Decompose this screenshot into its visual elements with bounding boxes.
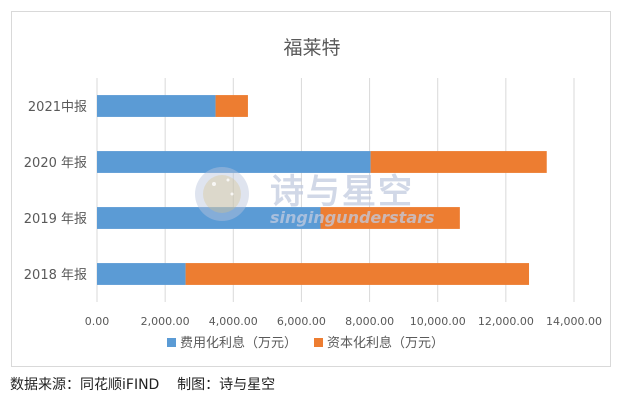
bar-capitalized-interest	[215, 95, 248, 117]
y-category-label: 2020 年报	[24, 156, 87, 171]
legend-label: 费用化利息（万元）	[180, 335, 297, 351]
bar-expensed-interest	[97, 207, 321, 229]
source-note: 数据来源：同花顺iFIND 制图：诗与星空	[10, 377, 276, 393]
x-tick-label: 6,000.00	[277, 315, 326, 328]
y-category-label: 2018 年报	[24, 268, 87, 283]
y-category-label: 2019 年报	[24, 212, 87, 227]
bar-expensed-interest	[97, 263, 186, 285]
x-tick-label: 4,000.00	[209, 315, 258, 328]
x-tick-label: 2,000.00	[141, 315, 190, 328]
chart-frame: 福莱特 0.00 2,000.00 4,000.00 6,000.00 8,000.00…	[11, 11, 611, 367]
legend-swatch	[314, 338, 323, 347]
legend-label: 资本化利息（万元）	[327, 335, 444, 351]
chart-title: 福莱特	[283, 37, 340, 59]
x-tick-label: 0.00	[85, 315, 110, 328]
bar-capitalized-interest	[320, 207, 460, 229]
x-tick-label: 12,000.00	[478, 315, 534, 328]
bar-capitalized-interest	[370, 151, 547, 173]
x-tick-label: 10,000.00	[410, 315, 466, 328]
bar-expensed-interest	[97, 95, 216, 117]
legend-swatch	[167, 338, 176, 347]
x-tick-label: 14,000.00	[546, 315, 602, 328]
x-tick-label: 8,000.00	[345, 315, 394, 328]
bar-expensed-interest	[97, 151, 371, 173]
y-category-label: 2021中报	[28, 100, 87, 115]
bar-capitalized-interest	[185, 263, 530, 285]
chart-svg: 福莱特 0.00 2,000.00 4,000.00 6,000.00 8,000.00…	[24, 37, 602, 351]
